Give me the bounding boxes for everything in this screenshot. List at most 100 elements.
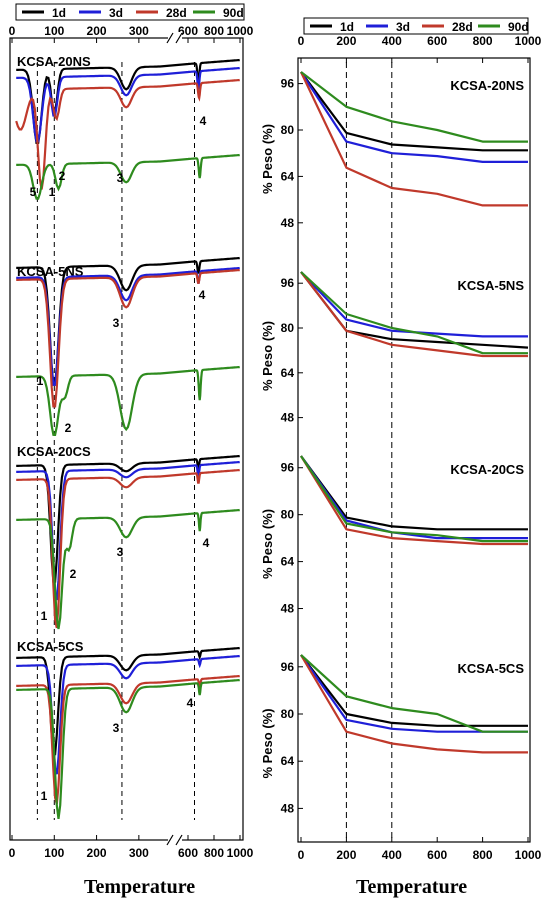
peak-label: 2 — [65, 421, 72, 435]
left-KCSA-20NS-curve-28d — [15, 78, 240, 190]
right-KCSA-20CS-curve-3d — [300, 455, 528, 540]
peak-label: 3 — [117, 171, 124, 185]
right-y-tick-label: 64 — [281, 754, 295, 768]
right-subplot-label-KCSA-20CS: KCSA-20CS — [450, 462, 524, 477]
right-y-tick-label: 48 — [281, 411, 295, 425]
right-subplot-label-KCSA-5CS: KCSA-5CS — [458, 661, 525, 676]
left-top-tick-label: 1000 — [227, 24, 254, 38]
left-subplot-label-KCSA-20NS: KCSA-20NS — [17, 54, 91, 69]
left-top-tick-label: 0 — [9, 24, 16, 38]
right-KCSA-5CS-curve-28d — [300, 654, 528, 754]
right-y-tick-label: 64 — [281, 366, 295, 380]
left-KCSA-20CS-curve-28d — [16, 468, 240, 629]
left-KCSA-5CS-curve-28d — [16, 674, 240, 805]
peak-label: 1 — [41, 789, 48, 803]
right-bottom-tick-label: 800 — [473, 848, 493, 862]
left-bottom-tick-label: 300 — [129, 846, 149, 860]
left-KCSA-5NS-curve-3d — [16, 266, 240, 386]
left-top-tick-label: 300 — [129, 24, 149, 38]
right-bottom-tick-label: 0 — [298, 848, 305, 862]
peak-label: 5 — [30, 185, 37, 199]
right-top-tick-label: 800 — [473, 34, 493, 48]
right-KCSA-20CS-curve-90d — [300, 455, 528, 543]
right-y-axis-title: % Peso (%) — [260, 509, 275, 579]
peak-label: 4 — [199, 288, 206, 302]
right-legend-label-28d: 28d — [452, 20, 473, 34]
right-bottom-tick-label: 600 — [427, 848, 447, 862]
right-y-tick-label: 96 — [281, 276, 295, 290]
right-bottom-tick-label: 200 — [336, 848, 356, 862]
right-top-tick-label: 400 — [382, 34, 402, 48]
left-bottom-tick-label: 600 — [178, 846, 198, 860]
right-top-tick-label: 200 — [336, 34, 356, 48]
right-y-axis-title: % Peso (%) — [260, 708, 275, 778]
left-bottom-tick-label: 1000 — [227, 846, 254, 860]
left-legend-box — [15, 3, 245, 21]
left-legend-label-1d: 1d — [52, 6, 66, 20]
left-legend-label-90d: 90d — [223, 6, 244, 20]
right-KCSA-20NS-curve-1d — [300, 71, 528, 152]
left-KCSA-20NS-curve-1d — [16, 58, 240, 144]
right-KCSA-20NS-curve-3d — [300, 71, 528, 163]
left-subplot-label-KCSA-5CS: KCSA-5CS — [17, 639, 84, 654]
left-top-tick-label: 100 — [44, 24, 64, 38]
left-KCSA-5CS-curve-90d — [16, 678, 240, 820]
right-y-tick-label: 64 — [281, 169, 295, 183]
right-KCSA-20CS-curve-1d — [300, 455, 528, 531]
right-KCSA-5NS-curve-28d — [300, 271, 528, 358]
right-KCSA-5NS-curve-90d — [300, 271, 528, 355]
peak-label: 4 — [200, 114, 207, 128]
left-KCSA-5NS-curve-1d — [16, 256, 240, 386]
peak-label: 1 — [37, 374, 44, 388]
peak-label: 3 — [113, 721, 120, 735]
right-y-tick-label: 80 — [281, 508, 295, 522]
left-KCSA-20CS-curve-3d — [16, 460, 240, 601]
right-bottom-tick-label: 400 — [382, 848, 402, 862]
left-KCSA-20NS-curve-90d — [16, 153, 240, 200]
peak-label: 1 — [49, 185, 56, 199]
left-KCSA-5CS-curve-1d — [16, 646, 240, 756]
right-KCSA-20NS-curve-28d — [300, 71, 528, 207]
axis-break-mark — [175, 32, 183, 44]
left-KCSA-5NS-curve-90d — [16, 365, 240, 437]
right-legend-label-1d: 1d — [340, 20, 354, 34]
right-y-tick-label: 48 — [281, 602, 295, 616]
right-y-tick-label: 80 — [281, 321, 295, 335]
right-subplot-label-KCSA-5NS: KCSA-5NS — [458, 278, 525, 293]
left-bottom-tick-label: 100 — [44, 846, 64, 860]
axis-break-mark — [166, 32, 174, 44]
left-top-tick-label: 600 — [178, 24, 198, 38]
left-KCSA-5CS-curve-3d — [16, 654, 240, 775]
peak-label: 3 — [117, 545, 124, 559]
right-KCSA-5CS-curve-90d — [300, 654, 528, 733]
right-x-axis-title: Temperature — [356, 876, 468, 898]
right-plot-frame — [297, 57, 531, 843]
left-legend-label-28d: 28d — [166, 6, 187, 20]
left-x-axis-title: Temperature — [84, 876, 196, 898]
right-y-axis-title: % Peso (%) — [260, 124, 275, 194]
right-y-tick-label: 64 — [281, 555, 295, 569]
right-KCSA-20NS-curve-90d — [300, 71, 528, 143]
right-subplot-label-KCSA-20NS: KCSA-20NS — [450, 78, 524, 93]
left-bottom-tick-label: 200 — [87, 846, 107, 860]
right-legend-label-90d: 90d — [508, 20, 529, 34]
left-bottom-tick-label: 800 — [204, 846, 224, 860]
peak-label: 1 — [41, 609, 48, 623]
peak-label: 2 — [70, 567, 77, 581]
right-y-tick-label: 80 — [281, 123, 295, 137]
right-KCSA-5CS-curve-1d — [300, 654, 528, 727]
right-bottom-tick-label: 1000 — [515, 848, 542, 862]
right-legend-box — [303, 17, 529, 35]
left-legend-label-3d: 3d — [109, 6, 123, 20]
left-KCSA-20CS-curve-90d — [16, 508, 240, 630]
peak-label: 3 — [113, 316, 120, 330]
right-KCSA-20CS-curve-28d — [300, 455, 528, 546]
left-top-tick-label: 200 — [87, 24, 107, 38]
right-legend-label-3d: 3d — [396, 20, 410, 34]
left-plot-frame — [9, 37, 244, 841]
right-y-axis-title: % Peso (%) — [260, 321, 275, 391]
right-y-tick-label: 96 — [281, 461, 295, 475]
left-KCSA-20NS-curve-3d — [16, 66, 240, 143]
left-KCSA-5NS-curve-28d — [16, 268, 240, 408]
